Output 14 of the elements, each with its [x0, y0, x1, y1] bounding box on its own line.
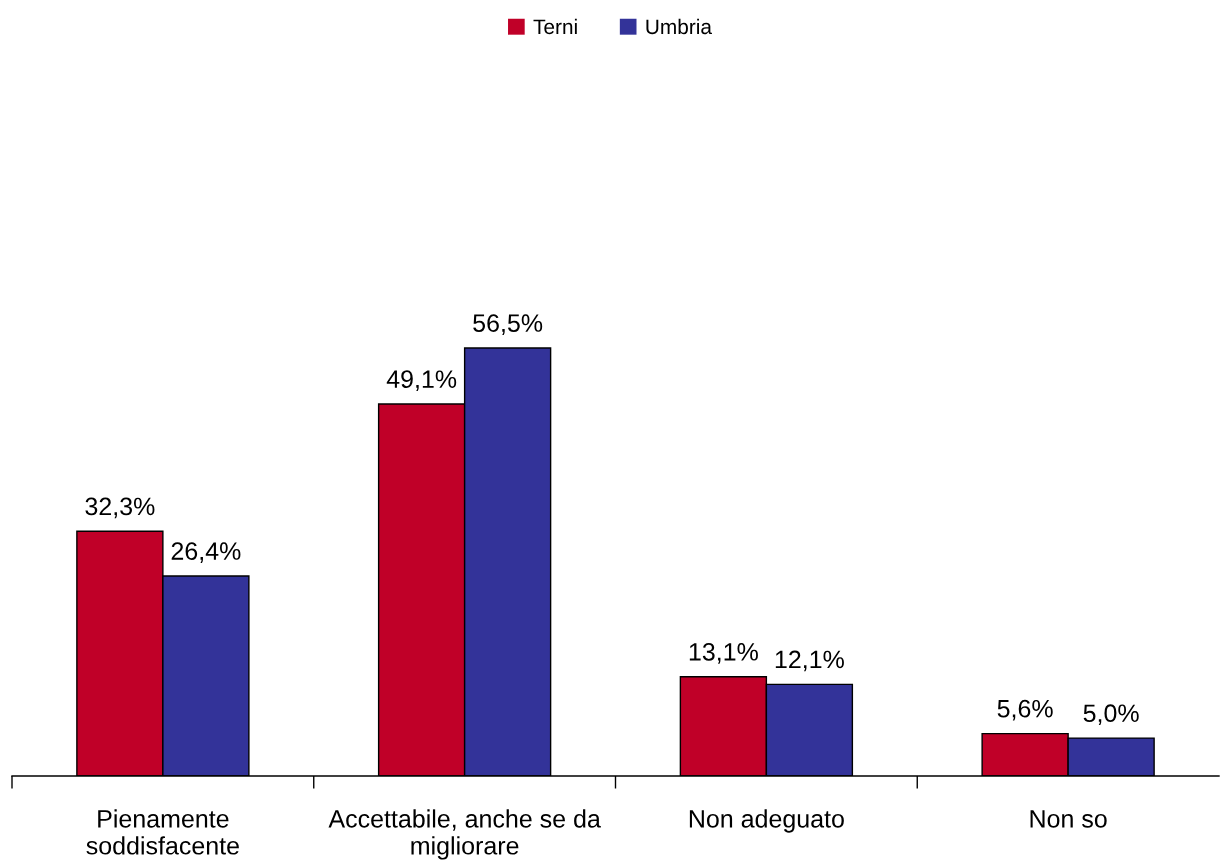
data-label: 56,5% — [473, 314, 543, 335]
data-label: 32,3% — [85, 497, 155, 519]
data-label: 5,0% — [1083, 704, 1139, 726]
data-label: 26,4% — [171, 542, 241, 563]
data-label: 12,1% — [775, 650, 844, 672]
x-tick-label: Non so — [1030, 810, 1107, 828]
x-tick-label: Accettabile, anche se da migliorare — [328, 809, 601, 860]
legend-label: Umbria — [646, 18, 712, 35]
legend-label: Terni — [533, 18, 577, 35]
data-label: 5,6% — [997, 699, 1053, 721]
x-tick-label: Pienamente soddisfacente — [86, 809, 239, 855]
data-label: 49,1% — [386, 370, 457, 391]
data-label: 13,1% — [689, 643, 758, 664]
x-tick-label: Non adeguato — [689, 809, 844, 833]
